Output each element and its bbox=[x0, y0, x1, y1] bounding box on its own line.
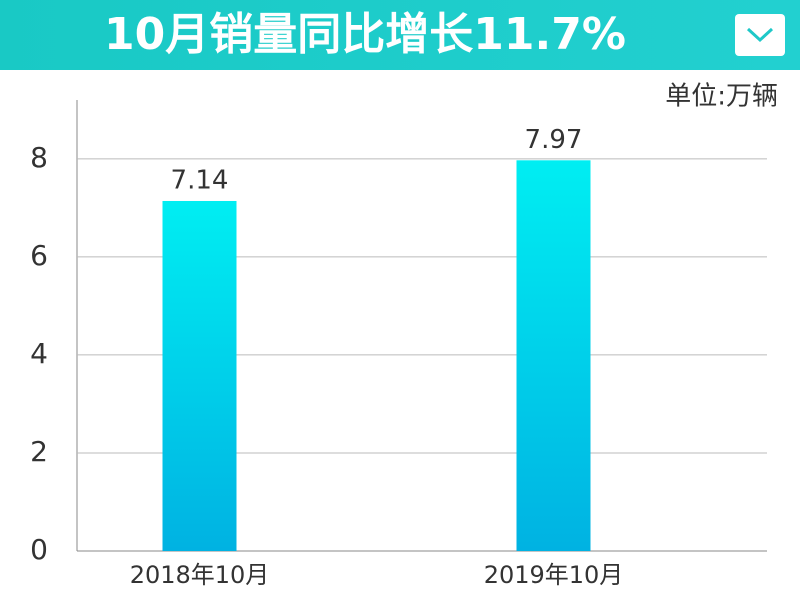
y-tick-label: 4 bbox=[30, 337, 48, 370]
x-tick-label: 2019年10月 bbox=[484, 561, 624, 589]
bar bbox=[162, 200, 237, 551]
x-tick-label: 2018年10月 bbox=[130, 561, 270, 589]
chart-title: 10月销量同比增长11.7% bbox=[104, 9, 626, 60]
y-tick-label: 8 bbox=[30, 141, 48, 174]
unit-label: 单位:万辆 bbox=[665, 82, 778, 112]
y-tick-label: 6 bbox=[30, 239, 48, 272]
y-tick-label: 0 bbox=[30, 533, 48, 566]
value-label: 7.97 bbox=[525, 125, 583, 155]
dropdown-button[interactable] bbox=[735, 14, 785, 56]
y-tick-label: 2 bbox=[30, 435, 48, 468]
value-label: 7.14 bbox=[171, 165, 229, 195]
title-banner bbox=[0, 0, 800, 70]
bar bbox=[516, 160, 591, 551]
